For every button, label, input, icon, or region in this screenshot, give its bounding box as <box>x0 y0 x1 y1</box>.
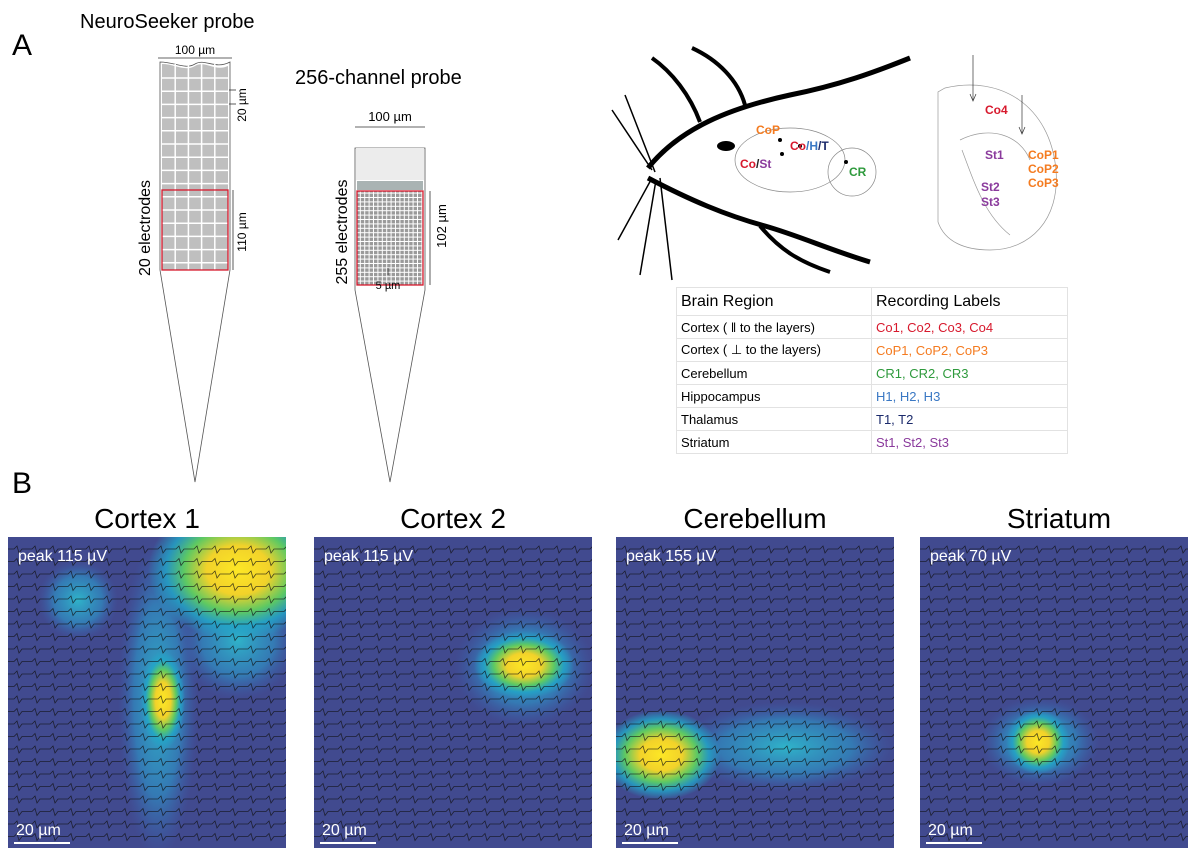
heatmap: peak 115 µV 20 µm <box>8 500 328 848</box>
site <box>844 160 848 164</box>
labels-cell: T1, T2 <box>872 408 1068 431</box>
site-label: St1 <box>985 148 1004 162</box>
label-part: /T <box>818 139 829 153</box>
table-row: ThalamusT1, T2 <box>677 408 1068 431</box>
heatmap: peak 70 µV 20 µm <box>920 537 1188 848</box>
region-cell: Hippocampus <box>677 385 872 408</box>
heatmap: peak 115 µV 20 µm <box>314 537 608 848</box>
block-label: 110 µm <box>235 212 249 251</box>
table-row: CerebellumCR1, CR2, CR3 <box>677 362 1068 385</box>
table-header: Brain Region Recording Labels <box>677 288 1068 316</box>
probe-256 <box>355 127 430 482</box>
region-cell: Striatum <box>677 431 872 454</box>
labels-cell: H1, H2, H3 <box>872 385 1068 408</box>
region-table: Brain Region Recording Labels Cortex ( ‖… <box>676 287 1068 454</box>
pitch-label: 20 µm <box>235 88 249 122</box>
site-label: St3 <box>981 195 1000 209</box>
heat-blob <box>1006 710 1070 774</box>
label-part: Co <box>790 139 806 153</box>
scale-label: 20 µm <box>624 822 669 839</box>
table-row: Cortex ( ⊥ to the layers)CoP1, CoP2, CoP… <box>677 339 1068 362</box>
site-label: St2 <box>981 180 1000 194</box>
map-title: Striatum <box>1007 503 1111 534</box>
electrode-area <box>162 64 228 270</box>
cheek <box>760 226 830 272</box>
neuroseeker-probe <box>158 58 236 482</box>
label-part: St <box>759 157 771 171</box>
heatmap-bg <box>616 537 894 848</box>
panel-label: A <box>12 29 32 62</box>
region-cell: Cortex ( ‖ to the layers) <box>677 316 872 339</box>
table-row: StriatumSt1, St2, St3 <box>677 431 1068 454</box>
labels-cell: Co1, Co2, Co3, Co4 <box>872 316 1068 339</box>
pitch-label: 5 µm <box>376 280 401 292</box>
head-outline <box>648 58 910 168</box>
ref-strip <box>357 181 423 190</box>
map-title: Cortex 2 <box>400 503 506 534</box>
heatmaps: Cortex 1peak 115 µV20 µmCortex 2peak 115… <box>8 500 1188 848</box>
site <box>778 138 782 142</box>
table-row: HippocampusH1, H2, H3 <box>677 385 1068 408</box>
site-label: Co/St <box>740 157 771 171</box>
site <box>780 152 784 156</box>
table-row: Cortex ( ‖ to the layers)Co1, Co2, Co3, … <box>677 316 1068 339</box>
width-label: 100 µm <box>368 109 412 124</box>
label-part: H <box>809 139 818 153</box>
probe-title: 256-channel probe <box>295 67 462 89</box>
electrode-area <box>357 191 423 285</box>
scale-label: 20 µm <box>16 822 61 839</box>
ear <box>692 48 745 105</box>
map-title: Cortex 1 <box>94 503 200 534</box>
probe-top <box>356 148 424 180</box>
label-part: Co <box>740 157 756 171</box>
labels-cell: St1, St2, St3 <box>872 431 1068 454</box>
labels-cell: CR1, CR2, CR3 <box>872 362 1068 385</box>
peak-label: peak 70 µV <box>930 548 1012 565</box>
site-label: Co/H/T <box>790 139 829 153</box>
probe-title: NeuroSeeker probe <box>80 11 255 33</box>
region-cell: Cortex ( ⊥ to the layers) <box>677 339 872 362</box>
site-label: CoP1 <box>1028 148 1059 162</box>
eye <box>717 141 735 151</box>
scale-label: 20 µm <box>928 822 973 839</box>
site-label: CoP <box>756 123 780 137</box>
site-label: CoP2 <box>1028 162 1059 176</box>
panel-label: B <box>12 467 32 500</box>
peak-label: peak 115 µV <box>324 548 413 565</box>
region-cell: Thalamus <box>677 408 872 431</box>
width-label: 100 µm <box>175 43 215 57</box>
site-label: CR <box>849 165 867 179</box>
header-cell: Recording Labels <box>872 288 1068 316</box>
site-label: Co4 <box>985 103 1008 117</box>
peak-label: peak 155 µV <box>626 548 717 565</box>
electrode-count: 255 electrodes <box>334 180 351 285</box>
ear <box>652 58 700 122</box>
peak-label: peak 115 µV <box>18 548 107 565</box>
site-label: CoP3 <box>1028 176 1059 190</box>
height-label: 102 µm <box>434 204 449 248</box>
map-title: Cerebellum <box>683 503 826 534</box>
scale-label: 20 µm <box>322 822 367 839</box>
heatmap: peak 155 µV 20 µm <box>601 537 910 848</box>
header-cell: Brain Region <box>677 288 872 316</box>
region-cell: Cerebellum <box>677 362 872 385</box>
page: A NeuroSeeker probe 100 µm 20 µm 110 µm … <box>0 0 1188 848</box>
electrode-count: 20 electrodes <box>137 180 154 276</box>
labels-cell: CoP1, CoP2, CoP3 <box>872 339 1068 362</box>
